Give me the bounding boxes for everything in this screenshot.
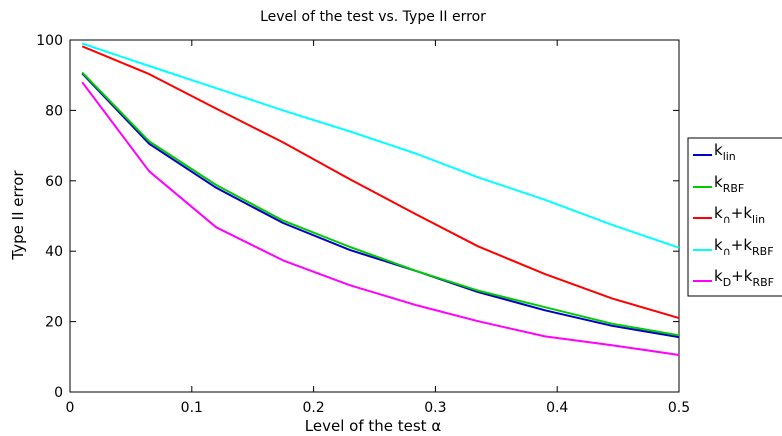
series-line-k_RBF	[81, 71, 680, 337]
series-line-k_cap_k_RBF	[81, 42, 680, 249]
series-line-k_cap_k_lin	[81, 45, 680, 320]
legend-label-k_cap_k_lin: k∩+klin	[714, 204, 765, 226]
legend-label-k_D_k_RBF: kD+kRBF	[714, 267, 774, 289]
series-line-k_lin	[81, 72, 680, 339]
plot-frame	[69, 39, 680, 393]
legend-label-k_cap_k_RBF: k∩+kRBF	[714, 236, 774, 258]
y-tick-label: 40	[45, 244, 63, 260]
y-tick-label: 20	[45, 315, 63, 331]
x-tick-label: 0.3	[424, 400, 446, 416]
plot-area: 0 0.1 0.2 0.3 0.4 0.5 0 20 40 60 80 100	[36, 33, 690, 416]
legend-label-k_lin: klin	[714, 141, 736, 163]
x-axis-label: Level of the test α	[305, 417, 442, 435]
x-tick-label: 0	[66, 400, 75, 416]
series-line-k_D_k_RBF	[81, 81, 680, 356]
x-tick-label: 0.1	[181, 400, 203, 416]
legend-label-k_RBF: kRBF	[714, 173, 744, 195]
y-axis-label: Type II error	[9, 170, 27, 261]
x-tick-label: 0.5	[668, 400, 690, 416]
x-tick-label: 0.2	[302, 400, 324, 416]
x-tick-label: 0.4	[546, 400, 568, 416]
chart-title: Level of the test vs. Type II error	[260, 9, 486, 25]
legend: klin kRBF k∩+klin k∩+kRBF kD+kRBF	[687, 137, 782, 297]
y-tick-label: 80	[45, 103, 63, 119]
y-tick-label: 60	[45, 174, 63, 190]
y-tick-label: 0	[54, 385, 63, 401]
y-tick-label: 100	[36, 33, 63, 49]
